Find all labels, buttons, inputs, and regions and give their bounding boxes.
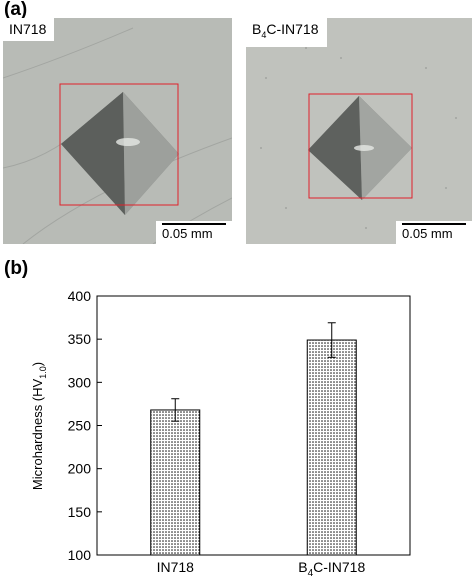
y-tick-label: 150: [68, 504, 92, 520]
plot-area: 100 150 200 250 300 350 400 IN718 B4C-IN718: [68, 288, 411, 578]
panel-a-label: (a): [4, 0, 28, 20]
image-label-b4c-in718: B4C-IN718: [246, 18, 327, 47]
y-axis-label: Microhardness (HV1.0): [30, 362, 48, 490]
x-tick-label: B4C-IN718: [298, 559, 365, 578]
y-tick-label: 200: [68, 461, 92, 477]
bar: [150, 409, 201, 556]
indentation-image: [246, 18, 472, 244]
micrograph-b4c-in718: B4C-IN718 0.05 mm: [246, 18, 472, 244]
bar: [306, 339, 357, 556]
x-tick-label: IN718: [157, 559, 195, 575]
image-label-in718: IN718: [3, 18, 55, 41]
panel-b-label: (b): [4, 258, 29, 279]
y-tick-label: 250: [68, 418, 92, 434]
scale-bar-line: [402, 223, 466, 225]
scale-bar-b4c-in718: 0.05 mm: [396, 221, 472, 244]
indentation-image: [3, 18, 232, 244]
micrograph-in718: IN718 0.05 mm: [3, 18, 232, 244]
scale-bar-in718: 0.05 mm: [156, 221, 232, 244]
y-tick-label: 300: [68, 374, 92, 390]
plot-frame: [96, 295, 411, 556]
y-tick-label: 100: [68, 547, 92, 563]
y-tick-label: 400: [68, 288, 92, 304]
y-tick-label: 350: [68, 331, 92, 347]
microhardness-bar-chart: 100 150 200 250 300 350 400 IN718 B4C-IN718 Micr…: [30, 288, 411, 578]
scale-bar-line: [162, 223, 226, 225]
